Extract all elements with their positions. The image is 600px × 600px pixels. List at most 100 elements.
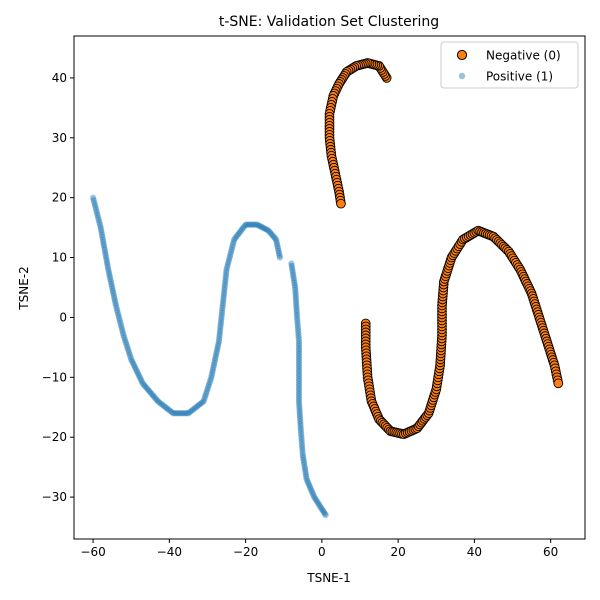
point-positive (105, 266, 112, 273)
point-positive (293, 314, 301, 321)
point-positive (129, 358, 136, 365)
point-positive (321, 510, 328, 517)
point-positive (104, 261, 111, 268)
point-positive (117, 322, 125, 329)
point-positive (103, 256, 110, 263)
point-positive (189, 406, 197, 413)
point-positive (249, 221, 256, 228)
point-positive (292, 291, 299, 299)
point-positive (238, 226, 245, 233)
point-positive (293, 306, 300, 314)
point-positive (207, 376, 214, 383)
point-positive (94, 212, 101, 219)
point-positive (319, 507, 326, 514)
x-tick-label: 60 (543, 545, 558, 559)
point-positive (149, 392, 156, 399)
point-positive (219, 307, 226, 314)
point-positive (105, 268, 112, 276)
point-positive (99, 234, 106, 241)
point-positive (275, 249, 283, 257)
point-positive (303, 476, 310, 483)
point-positive (197, 400, 204, 407)
point-positive (165, 406, 172, 413)
point-positive (297, 423, 304, 430)
point-positive (208, 371, 215, 379)
point-positive (292, 294, 299, 301)
point-positive (160, 402, 168, 410)
point-positive (91, 199, 98, 206)
point-positive (266, 229, 273, 236)
point-positive (96, 222, 104, 229)
point-positive (150, 393, 158, 400)
point-positive (295, 340, 303, 347)
point-positive (301, 466, 309, 473)
point-positive (305, 480, 312, 487)
point-positive (148, 390, 155, 397)
point-positive (125, 346, 132, 353)
y-tick-label: −20 (42, 430, 67, 444)
point-positive (239, 224, 247, 232)
point-positive (126, 351, 133, 358)
point-positive (297, 428, 304, 435)
point-positive (291, 282, 298, 289)
point-positive (145, 387, 153, 394)
point-positive (230, 238, 237, 246)
point-positive (173, 410, 180, 417)
point-positive (295, 360, 303, 367)
point-positive (288, 260, 295, 267)
point-positive (293, 301, 300, 309)
point-positive (95, 217, 102, 224)
point-positive (220, 292, 227, 299)
point-positive (221, 284, 228, 291)
point-positive (270, 233, 277, 240)
point-positive (98, 229, 105, 236)
point-positive (116, 317, 123, 324)
point-positive (163, 405, 171, 412)
point-positive (299, 449, 306, 456)
point-positive (213, 350, 220, 357)
point-positive (244, 221, 251, 228)
point-positive (222, 274, 229, 281)
point-positive (215, 340, 222, 347)
point-positive (297, 415, 304, 422)
point-positive (214, 345, 221, 352)
point-positive (119, 329, 127, 337)
point-positive (261, 225, 268, 232)
point-positive (298, 438, 305, 445)
point-negative (336, 198, 346, 209)
point-positive (302, 468, 309, 476)
point-positive (295, 378, 303, 385)
point-positive (89, 194, 97, 201)
point-positive (102, 254, 110, 261)
point-positive (91, 202, 99, 209)
point-positive (274, 243, 281, 250)
point-positive (295, 358, 303, 365)
y-tick-label: 40 (52, 71, 67, 85)
point-positive (289, 267, 296, 274)
point-positive (310, 491, 317, 499)
point-positive (237, 228, 244, 235)
point-positive (100, 241, 107, 248)
point-positive (295, 388, 303, 395)
point-positive (265, 227, 272, 234)
point-positive (142, 383, 149, 390)
point-positive (227, 248, 235, 256)
point-positive (312, 495, 319, 502)
legend-marker-negative (456, 49, 468, 61)
point-positive (221, 281, 228, 289)
point-positive (229, 241, 236, 248)
point-positive (180, 410, 187, 417)
point-positive (186, 408, 194, 416)
point-positive (185, 410, 192, 417)
point-positive (215, 338, 223, 345)
point-positive (314, 499, 321, 506)
point-positive (295, 350, 303, 357)
point-positive (307, 486, 314, 493)
point-positive (276, 252, 283, 259)
point-positive (292, 296, 300, 304)
point-positive (273, 236, 280, 243)
point-positive (120, 332, 127, 339)
point-positive (295, 345, 303, 352)
point-positive (295, 385, 303, 392)
point-positive (295, 327, 302, 334)
